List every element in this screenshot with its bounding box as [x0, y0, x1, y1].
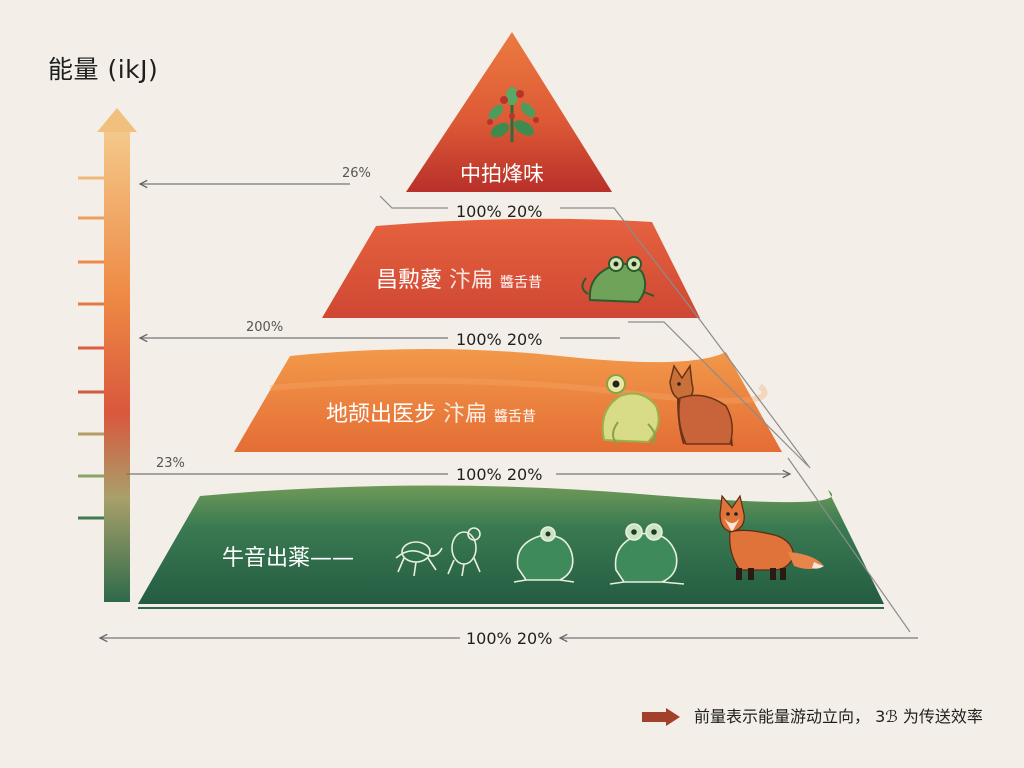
plant-icon	[487, 87, 539, 142]
insect-icon	[447, 527, 481, 577]
y-axis-title: 能量 (ikJ)	[48, 55, 159, 84]
legend-text: 前量表示能量游动立向， 3ℬ 为传送效率	[694, 707, 983, 726]
level-bottom-label: 牛音出薬——	[222, 546, 355, 571]
fox-icon	[719, 494, 824, 580]
level-third-label: 地颉出医步 汴扁 醬舌昔	[326, 396, 536, 428]
side-percent-3: 23%	[156, 456, 185, 471]
efficiency-label-1: 100% 20%	[456, 202, 543, 221]
pyramid-level-top	[406, 32, 612, 192]
level-second-suffix: 汴扁	[449, 268, 494, 293]
level-second-label: 昌勲薆 汴扁 醬舌昔	[376, 262, 542, 294]
efficiency-label-4: 100% 20%	[466, 629, 553, 648]
frog-icon	[513, 526, 575, 583]
frog-icon	[601, 374, 660, 445]
efficiency-label-2: 100% 20%	[456, 330, 543, 349]
efficiency-label-3: 100% 20%	[456, 465, 543, 484]
level-top-label: 中拍烽味	[460, 162, 544, 186]
level-third-suffix: 汴扁	[443, 402, 488, 427]
side-percent-1: 26%	[342, 166, 371, 181]
legend: 前量表示能量游动立向， 3ℬ 为传送效率	[642, 704, 983, 726]
fox-icon	[669, 363, 733, 447]
frog-icon	[581, 256, 655, 304]
level-third-note: 醬舌昔	[494, 409, 537, 425]
level-third-name: 地颉出医步	[326, 402, 437, 427]
energy-axis	[78, 108, 137, 602]
side-percent-2: 200%	[246, 320, 284, 335]
level-second-name: 昌勲薆	[376, 268, 443, 293]
insect-icon	[395, 541, 443, 577]
pyramid-level-bottom	[138, 485, 884, 604]
level-second-note: 醬舌昔	[500, 275, 543, 291]
legend-arrow-icon	[642, 708, 680, 726]
frog-icon	[609, 523, 685, 585]
